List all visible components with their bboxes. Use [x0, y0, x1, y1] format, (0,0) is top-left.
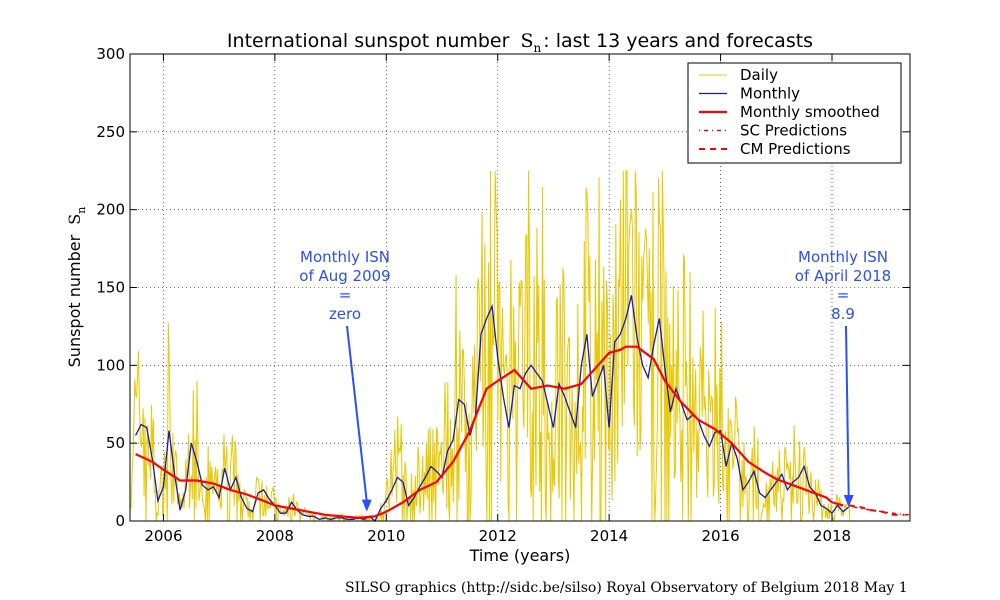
y-axis-title: Sunspot number Sn — [65, 207, 88, 368]
annotation-text: of April 2018 — [795, 267, 891, 285]
monthly-line — [135, 295, 850, 523]
x-axis-title: Time (years) — [469, 546, 571, 565]
daily-series — [130, 170, 851, 523]
annotation-text: = — [339, 286, 352, 304]
y-tick-label: 200 — [96, 201, 125, 219]
annotation-text: 8.9 — [831, 305, 855, 323]
annotation-text: of Aug 2009 — [299, 267, 390, 285]
y-tick-label: 150 — [96, 279, 125, 297]
axis-ticks: 2006 2008 2010 2012 2014 2016 2018 0 50 100 150 200… — [96, 45, 910, 545]
annotation-arrow — [346, 325, 368, 502]
legend-label: Monthly — [740, 85, 800, 103]
annotation-arrowhead — [361, 499, 372, 512]
y-tick-label: 250 — [96, 123, 125, 141]
annotation-text: Monthly ISN — [798, 248, 888, 266]
annotation-arrowhead — [843, 494, 854, 507]
y-tick-label: 300 — [96, 45, 125, 63]
chart-title: International sunspot number Sn: last 13… — [227, 30, 813, 55]
annotation-text: = — [837, 286, 850, 304]
cm-prediction-line — [848, 504, 905, 516]
legend-label: Daily — [740, 66, 778, 84]
y-tick-label: 0 — [115, 512, 125, 530]
line-series — [135, 295, 910, 523]
y-tick-label: 50 — [106, 434, 125, 452]
smoothed-line — [135, 345, 844, 520]
x-tick-label: 2018 — [813, 527, 851, 545]
x-tick-label: 2008 — [256, 527, 294, 545]
annotation-text: Monthly ISN — [300, 248, 390, 266]
x-tick-label: 2006 — [144, 527, 182, 545]
legend-label: Monthly smoothed — [740, 103, 880, 121]
x-tick-label: 2012 — [479, 527, 517, 545]
daily-line — [130, 170, 851, 523]
x-tick-label: 2016 — [701, 527, 739, 545]
legend-label: CM Predictions — [740, 140, 851, 158]
x-tick-label: 2014 — [590, 527, 628, 545]
sc-prediction-line — [848, 504, 910, 516]
annotation-text: zero — [329, 305, 361, 323]
y-tick-label: 100 — [96, 356, 125, 374]
legend-label: SC Predictions — [740, 122, 847, 140]
annotation-arrow — [845, 325, 850, 498]
x-tick-label: 2010 — [367, 527, 405, 545]
credit-line: SILSO graphics (http://sidc.be/silso) Ro… — [345, 580, 908, 596]
